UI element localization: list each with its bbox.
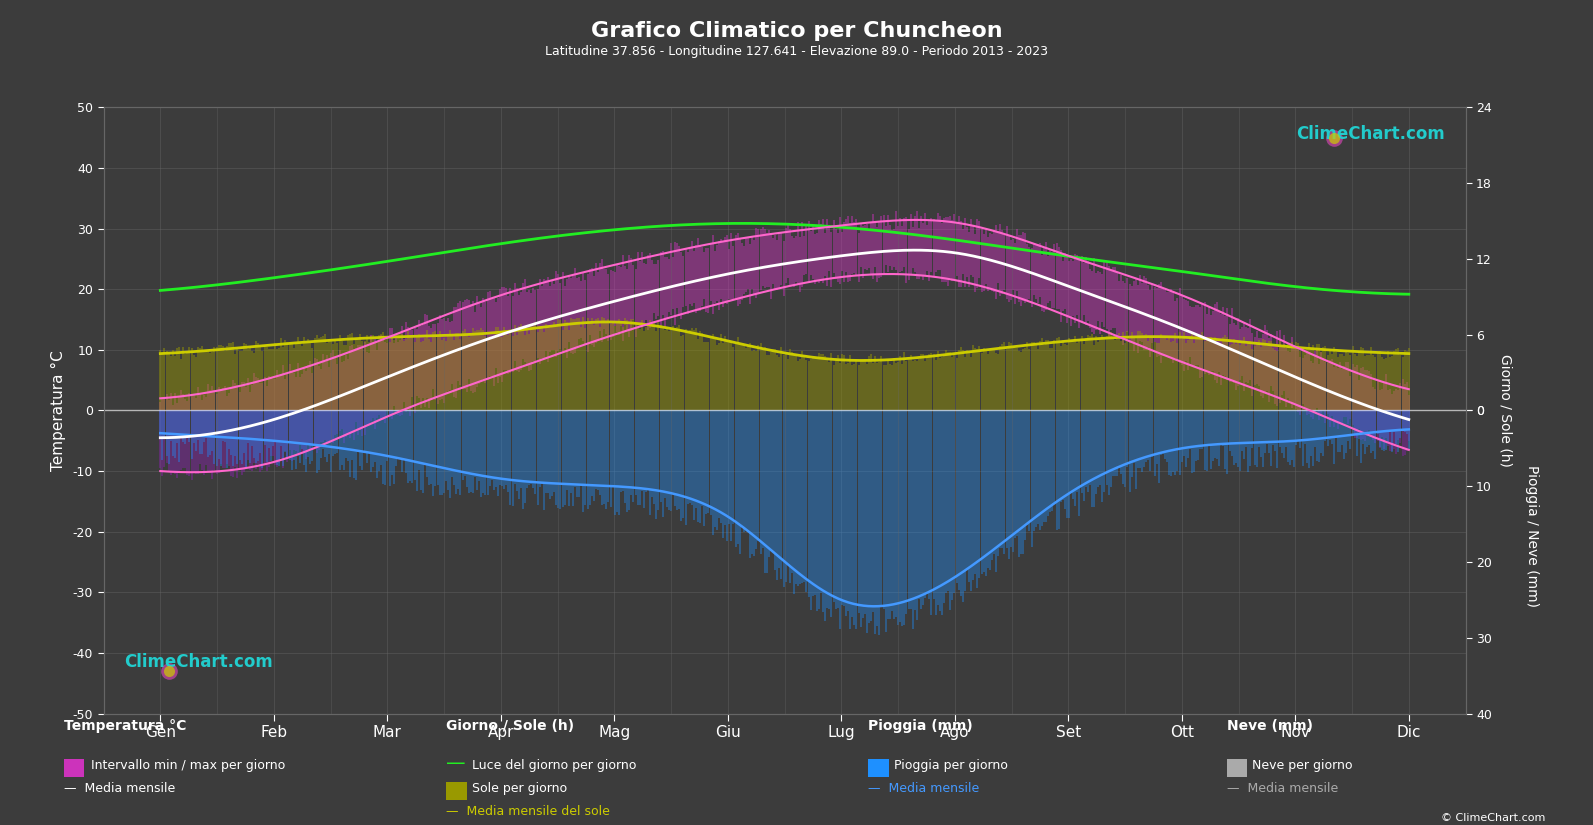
Text: —  Media mensile: — Media mensile	[64, 782, 175, 795]
Text: Pioggia (mm): Pioggia (mm)	[868, 719, 973, 733]
Text: Intervallo min / max per giorno: Intervallo min / max per giorno	[91, 759, 285, 772]
Y-axis label: Temperatura °C: Temperatura °C	[51, 350, 65, 471]
Text: —  Media mensile del sole: — Media mensile del sole	[446, 805, 610, 818]
Text: —  Media mensile: — Media mensile	[868, 782, 980, 795]
Text: Grafico Climatico per Chuncheon: Grafico Climatico per Chuncheon	[591, 21, 1002, 40]
Text: Giorno / Sole (h): Giorno / Sole (h)	[446, 719, 573, 733]
Text: Luce del giorno per giorno: Luce del giorno per giorno	[472, 759, 636, 772]
Text: Latitudine 37.856 - Longitudine 127.641 - Elevazione 89.0 - Periodo 2013 - 2023: Latitudine 37.856 - Longitudine 127.641 …	[545, 45, 1048, 59]
Text: —  Media mensile: — Media mensile	[1227, 782, 1338, 795]
Text: Pioggia / Neve (mm): Pioggia / Neve (mm)	[1526, 465, 1539, 607]
Text: —: —	[446, 754, 465, 773]
Text: Neve (mm): Neve (mm)	[1227, 719, 1313, 733]
Text: Sole per giorno: Sole per giorno	[472, 782, 567, 795]
Text: ClimeChart.com: ClimeChart.com	[124, 653, 272, 672]
Text: ClimeChart.com: ClimeChart.com	[1297, 125, 1445, 144]
Text: Temperatura °C: Temperatura °C	[64, 719, 186, 733]
Text: Neve per giorno: Neve per giorno	[1252, 759, 1352, 772]
Text: Pioggia per giorno: Pioggia per giorno	[894, 759, 1007, 772]
Text: © ClimeChart.com: © ClimeChart.com	[1440, 813, 1545, 823]
Y-axis label: Giorno / Sole (h): Giorno / Sole (h)	[1499, 354, 1513, 467]
